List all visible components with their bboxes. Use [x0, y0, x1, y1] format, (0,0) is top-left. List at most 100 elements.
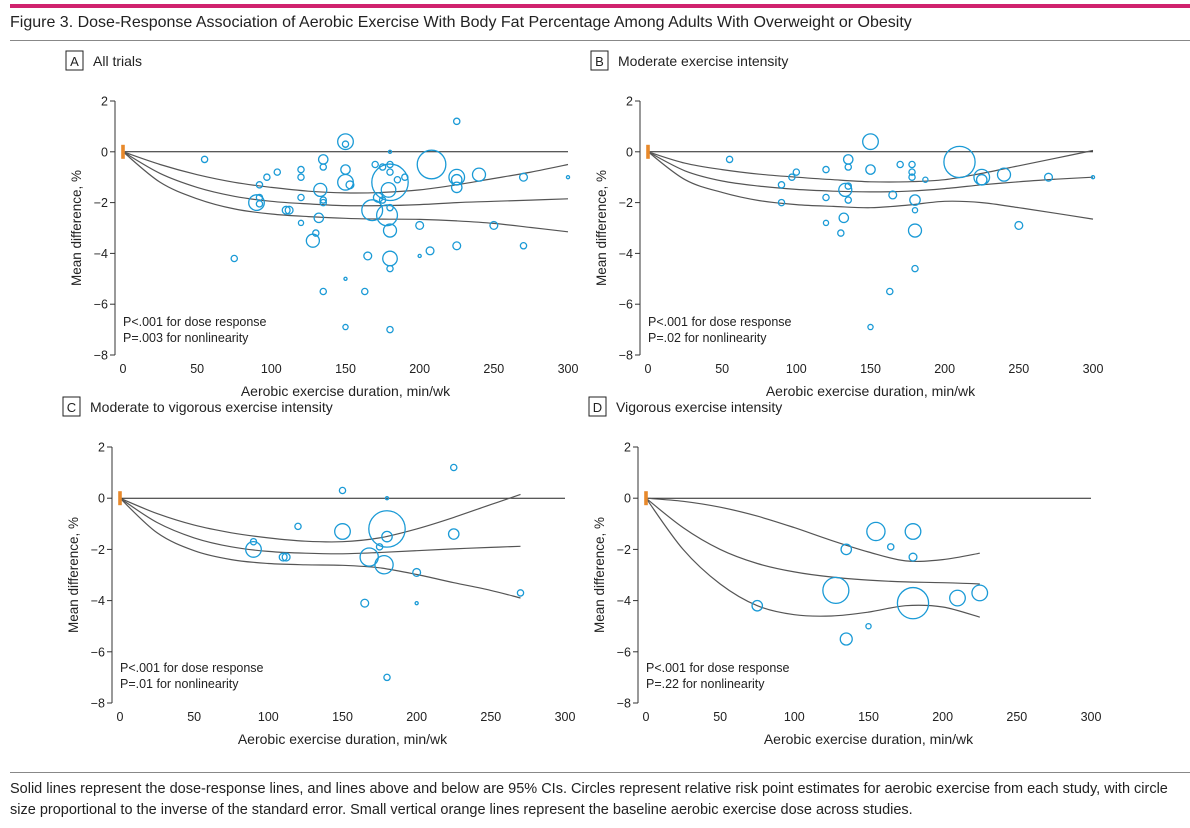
panel-title: Moderate to vigorous exercise intensity: [90, 399, 333, 415]
study-point: [319, 198, 328, 207]
chart-panels: A All trials −8 −6 −4 −2 0 2 Mean difference, % 0…: [62, 50, 1103, 747]
y-tick-label: 2: [624, 441, 631, 455]
study-point: [911, 264, 919, 273]
study-point: [337, 133, 354, 151]
ci-lower-line: [119, 497, 521, 599]
study-point: [911, 206, 919, 214]
study-point: [281, 205, 291, 215]
y-tick-label: 0: [624, 492, 631, 506]
study-point: [414, 600, 419, 606]
study-point: [908, 160, 916, 169]
study-point: [380, 181, 397, 198]
study-point: [943, 145, 976, 179]
study-point: [844, 182, 853, 190]
figure-accent-bar: [10, 4, 1190, 8]
study-point: [822, 576, 850, 605]
study-point: [1014, 220, 1024, 231]
study-point: [341, 140, 350, 148]
x-tick-label: 200: [932, 710, 953, 724]
study-point: [886, 543, 895, 551]
x-tick-label: 150: [858, 710, 879, 724]
y-tick-label: 2: [98, 441, 105, 455]
study-point: [263, 173, 271, 181]
x-tick-label: 0: [643, 710, 650, 724]
study-point: [973, 168, 991, 186]
study-point: [338, 486, 347, 495]
study-point: [371, 163, 409, 202]
study-point: [284, 205, 294, 215]
x-tick-label: 100: [261, 362, 282, 376]
study-point: [281, 552, 291, 562]
study-point: [450, 181, 463, 194]
y-tick-label: −6: [94, 298, 108, 312]
y-axis-label: Mean difference, %: [592, 517, 607, 633]
study-point: [361, 287, 369, 296]
study-point: [374, 555, 394, 575]
panel-c: C Moderate to vigorous exercise intensity…: [62, 396, 575, 747]
ci-lower-line: [647, 151, 1094, 220]
x-tick-label: 250: [1008, 362, 1029, 376]
y-tick-label: −4: [619, 247, 633, 261]
study-point: [317, 154, 329, 165]
x-tick-label: 300: [1081, 710, 1102, 724]
x-tick-label: 250: [1006, 710, 1027, 724]
y-tick-label: −4: [617, 594, 631, 608]
study-point: [363, 251, 373, 261]
study-point: [343, 276, 348, 282]
study-point: [386, 264, 394, 273]
panel-title: All trials: [93, 53, 142, 69]
study-point: [865, 164, 876, 175]
study-point: [896, 586, 930, 620]
study-point: [360, 598, 370, 608]
x-tick-label: 50: [713, 710, 727, 724]
study-point: [867, 323, 874, 331]
p-value-annotation: P<.001 for dose response: [120, 661, 264, 675]
study-point: [230, 254, 239, 263]
study-point: [896, 160, 904, 169]
ci-upper-line: [119, 493, 521, 543]
x-tick-label: 150: [860, 362, 881, 376]
study-point: [297, 193, 305, 202]
y-tick-label: −4: [94, 247, 108, 261]
study-point: [342, 323, 349, 331]
study-point: [393, 175, 402, 184]
dose-response-line: [645, 497, 980, 585]
x-tick-label: 150: [335, 362, 356, 376]
study-point: [949, 589, 966, 607]
study-point: [565, 174, 571, 180]
study-point: [249, 537, 258, 546]
study-point: [337, 173, 354, 191]
p-value-annotation: P<.001 for dose response: [648, 315, 792, 329]
study-point: [996, 167, 1012, 182]
panel-letter-box: [588, 396, 607, 417]
study-point: [837, 229, 845, 237]
study-point: [840, 543, 853, 556]
x-tick-label: 100: [786, 362, 807, 376]
study-point: [255, 200, 264, 208]
study-point: [975, 173, 988, 186]
caption-divider: [10, 772, 1190, 773]
study-point: [922, 176, 929, 183]
p-value-annotation: P<.001 for dose response: [123, 315, 267, 329]
study-point: [248, 194, 265, 212]
study-point: [788, 173, 796, 181]
p-value-annotation: P=.22 for nonlinearity: [646, 677, 765, 691]
study-point: [822, 219, 830, 227]
study-point: [908, 168, 916, 176]
study-point: [368, 510, 406, 548]
x-tick-label: 200: [934, 362, 955, 376]
study-point: [452, 117, 461, 126]
dose-response-line: [119, 497, 521, 555]
x-tick-label: 50: [187, 710, 201, 724]
study-point: [971, 584, 989, 602]
study-point: [866, 521, 886, 542]
study-point: [381, 530, 393, 543]
study-point: [386, 168, 394, 176]
study-point: [412, 567, 422, 577]
y-axis-label: Mean difference, %: [594, 170, 609, 286]
study-point: [838, 212, 850, 224]
study-point: [340, 164, 351, 175]
y-tick-label: −2: [617, 543, 631, 557]
panel-letter: A: [70, 54, 79, 69]
study-point: [417, 253, 422, 259]
